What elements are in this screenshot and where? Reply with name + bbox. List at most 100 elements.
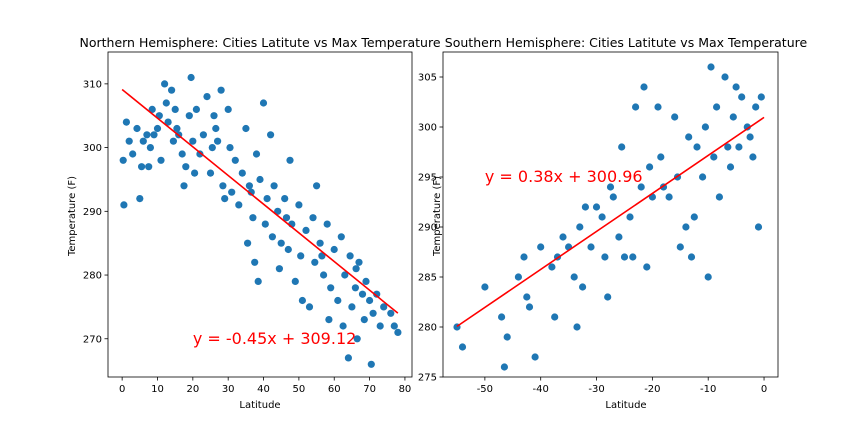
- data-point: [327, 284, 335, 292]
- data-point: [238, 169, 246, 177]
- data-point: [228, 188, 236, 196]
- data-point: [212, 124, 220, 133]
- data-point: [358, 290, 367, 298]
- data-point: [274, 207, 282, 215]
- data-point: [339, 322, 347, 330]
- y-tick-label: 285: [418, 273, 437, 284]
- northern-hemisphere-chart: Northern Hemisphere: Cities Latitute vs …: [67, 35, 441, 411]
- data-point: [337, 233, 345, 241]
- axes-frame: [107, 51, 413, 378]
- data-point: [267, 131, 275, 139]
- data-point: [537, 243, 545, 251]
- data-point: [693, 143, 701, 151]
- x-axis-label: Latitude: [239, 400, 280, 411]
- data-point: [573, 323, 581, 331]
- data-point: [752, 103, 760, 111]
- axes-frame: [442, 51, 779, 378]
- data-point: [171, 105, 179, 113]
- data-point: [615, 233, 623, 241]
- data-point: [682, 223, 690, 231]
- data-point: [657, 153, 665, 161]
- data-point: [206, 169, 215, 177]
- data-point: [217, 86, 225, 94]
- data-point: [498, 313, 506, 321]
- data-point: [754, 223, 763, 231]
- data-point: [701, 123, 710, 131]
- data-point: [244, 239, 252, 247]
- y-tick-label: 300: [418, 123, 437, 134]
- data-point: [178, 150, 186, 158]
- data-point: [185, 112, 193, 120]
- y-tick-label: 270: [83, 334, 102, 345]
- y-tick-label: 290: [83, 207, 102, 218]
- data-point: [120, 201, 128, 209]
- data-point: [355, 258, 363, 266]
- data-point: [199, 131, 207, 139]
- data-point: [164, 118, 172, 126]
- data-point: [275, 265, 283, 273]
- data-point: [313, 182, 321, 190]
- data-point: [162, 99, 170, 107]
- x-tick-label: -50: [477, 384, 493, 395]
- data-point: [173, 124, 181, 133]
- data-point: [394, 328, 402, 336]
- data-point: [203, 93, 211, 101]
- data-point: [129, 150, 137, 158]
- data-point: [302, 226, 310, 234]
- data-point: [500, 363, 508, 371]
- data-point: [169, 137, 177, 145]
- data-point: [146, 144, 154, 152]
- data-point: [353, 335, 361, 343]
- data-point: [344, 354, 352, 362]
- data-point: [735, 143, 743, 151]
- data-point: [369, 309, 377, 317]
- data-point: [305, 303, 314, 311]
- x-tick-label: 60: [328, 384, 341, 395]
- data-point: [676, 243, 684, 251]
- data-point: [710, 153, 718, 161]
- data-point: [281, 195, 289, 203]
- data-point: [523, 293, 531, 301]
- y-tick-label: 290: [418, 223, 437, 234]
- x-tick-label: 10: [151, 384, 164, 395]
- data-point: [268, 233, 276, 241]
- data-point: [138, 163, 146, 171]
- data-point: [746, 133, 754, 141]
- data-point: [598, 213, 606, 221]
- data-point: [348, 303, 356, 311]
- data-point: [458, 343, 467, 351]
- data-point: [226, 144, 234, 152]
- data-point: [713, 103, 721, 111]
- data-point: [640, 83, 648, 91]
- data-point: [643, 263, 651, 271]
- data-point: [153, 124, 162, 133]
- chart-title: Northern Hemisphere: Cities Latitute vs …: [79, 35, 440, 50]
- data-point: [291, 277, 299, 285]
- data-point: [330, 245, 338, 254]
- data-point: [726, 163, 735, 171]
- data-point: [632, 103, 640, 111]
- x-tick-label: 30: [222, 384, 235, 395]
- data-point: [251, 258, 259, 266]
- data-point: [704, 273, 712, 281]
- x-tick-label: 80: [399, 384, 412, 395]
- y-axis-label: Temperature (F): [432, 176, 443, 257]
- data-point: [604, 293, 612, 301]
- data-point: [150, 131, 158, 139]
- data-point: [221, 195, 229, 203]
- data-point: [525, 303, 534, 311]
- data-point: [629, 253, 637, 261]
- data-point: [724, 143, 732, 151]
- data-point: [376, 322, 384, 330]
- x-tick-label: -40: [533, 384, 549, 395]
- data-point: [362, 277, 370, 285]
- chart-title: Southern Hemisphere: Cities Latitute vs …: [445, 35, 808, 50]
- data-point: [685, 133, 693, 141]
- x-tick-label: 50: [293, 384, 306, 395]
- data-point: [311, 258, 319, 266]
- data-point: [182, 163, 190, 171]
- y-tick-label: 280: [418, 323, 437, 334]
- data-point: [145, 163, 153, 171]
- data-point: [242, 124, 250, 133]
- y-tick-label: 275: [418, 373, 437, 384]
